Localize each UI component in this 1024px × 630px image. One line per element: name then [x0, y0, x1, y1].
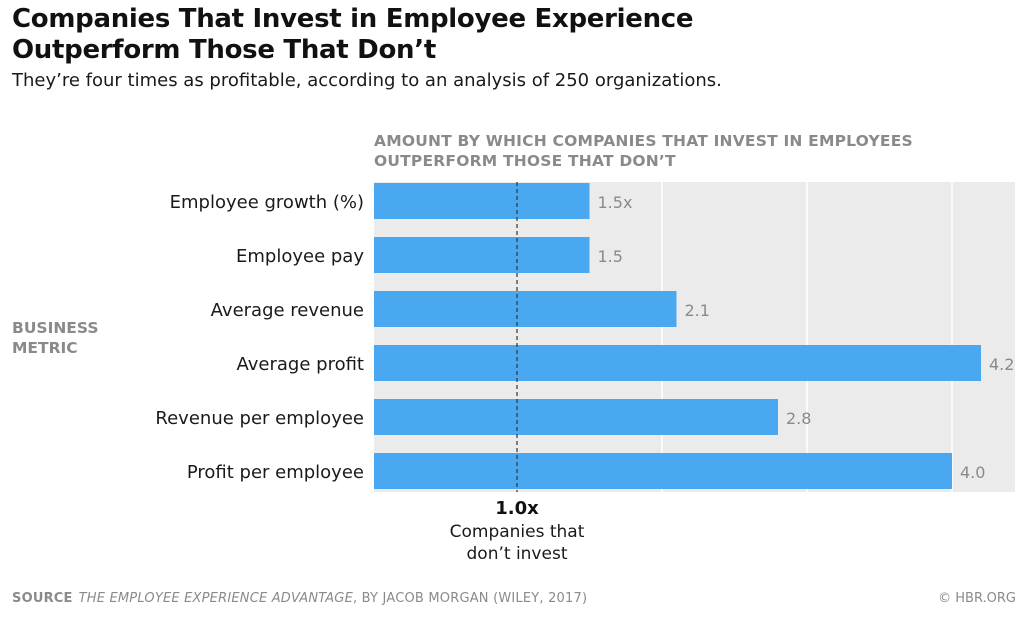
category-label: Profit per employee [187, 462, 364, 483]
value-label: 1.5x [598, 193, 633, 212]
value-label: 2.8 [786, 409, 811, 428]
chart-subtitle: They’re four times as profitable, accord… [12, 70, 722, 91]
bar [374, 453, 952, 489]
plot-background [374, 182, 1015, 492]
value-label: 1.5 [598, 247, 623, 266]
bar [374, 237, 590, 273]
bar [374, 183, 590, 219]
chart-header: AMOUNT BY WHICH COMPANIES THAT INVEST IN… [374, 132, 913, 170]
category-label: Average profit [237, 354, 364, 375]
source-rest: , BY JACOB MORGAN (WILEY, 2017) [352, 591, 588, 606]
category-label: Employee growth (%) [170, 192, 364, 213]
y-axis-label: BUSINESS METRIC [12, 319, 99, 357]
bar [374, 291, 677, 327]
reference-value-label: 1.0x [495, 498, 539, 519]
source-label: SOURCE [12, 591, 73, 606]
copyright: © HBR.ORG [938, 591, 1016, 606]
value-label: 2.1 [685, 301, 710, 320]
value-label: 4.0 [960, 463, 985, 482]
reference-caption: Companies that [450, 522, 585, 542]
bar [374, 399, 778, 435]
reference-caption: don’t invest [467, 544, 568, 564]
chart-title: Companies That Invest in Employee Experi… [12, 4, 694, 65]
category-label: Revenue per employee [155, 408, 364, 429]
category-label: Employee pay [236, 246, 364, 267]
source-book: THE EMPLOYEE EXPERIENCE ADVANTAGE [78, 591, 353, 606]
bar [374, 345, 981, 381]
value-label: 4.2 [989, 355, 1014, 374]
category-label: Average revenue [211, 300, 364, 321]
source-note: SOURCE THE EMPLOYEE EXPERIENCE ADVANTAGE,… [12, 591, 587, 606]
